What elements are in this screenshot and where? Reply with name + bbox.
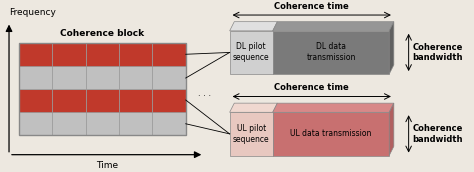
Text: UL data transmission: UL data transmission (290, 129, 372, 138)
Bar (86, 43, 119, 66)
Polygon shape (229, 22, 277, 31)
Bar (19, 66, 53, 89)
Text: Coherence time: Coherence time (274, 2, 349, 11)
Polygon shape (389, 103, 394, 155)
Text: Coherence time: Coherence time (274, 83, 349, 92)
Bar (86, 112, 119, 135)
Bar (19, 43, 53, 66)
Polygon shape (229, 103, 277, 112)
Bar (273, 112, 389, 155)
Bar (153, 112, 186, 135)
Bar (19, 43, 186, 135)
Text: Frequency: Frequency (9, 8, 56, 17)
Text: Coherence
bandwidth: Coherence bandwidth (412, 124, 463, 144)
Text: UL pilot
sequence: UL pilot sequence (233, 124, 270, 144)
Bar (19, 89, 53, 112)
Bar (119, 66, 153, 89)
Text: Coherence
bandwidth: Coherence bandwidth (412, 43, 463, 62)
Bar (53, 66, 86, 89)
Bar (53, 89, 86, 112)
Text: Coherence block: Coherence block (60, 29, 145, 38)
Bar (53, 43, 86, 66)
Text: Time: Time (96, 161, 118, 170)
Bar (229, 112, 273, 155)
Bar (153, 89, 186, 112)
Polygon shape (273, 103, 394, 112)
Text: DL pilot
sequence: DL pilot sequence (233, 42, 270, 62)
Bar (86, 89, 119, 112)
Bar (119, 43, 153, 66)
Bar (86, 66, 119, 89)
Bar (119, 112, 153, 135)
Bar (273, 31, 389, 74)
Text: . . .: . . . (198, 89, 211, 98)
Polygon shape (389, 22, 394, 74)
Bar (153, 66, 186, 89)
Bar (19, 112, 53, 135)
Bar (53, 112, 86, 135)
Bar (119, 89, 153, 112)
Bar (153, 43, 186, 66)
Polygon shape (273, 22, 394, 31)
Bar (229, 31, 273, 74)
Text: DL data
transmission: DL data transmission (306, 42, 356, 62)
